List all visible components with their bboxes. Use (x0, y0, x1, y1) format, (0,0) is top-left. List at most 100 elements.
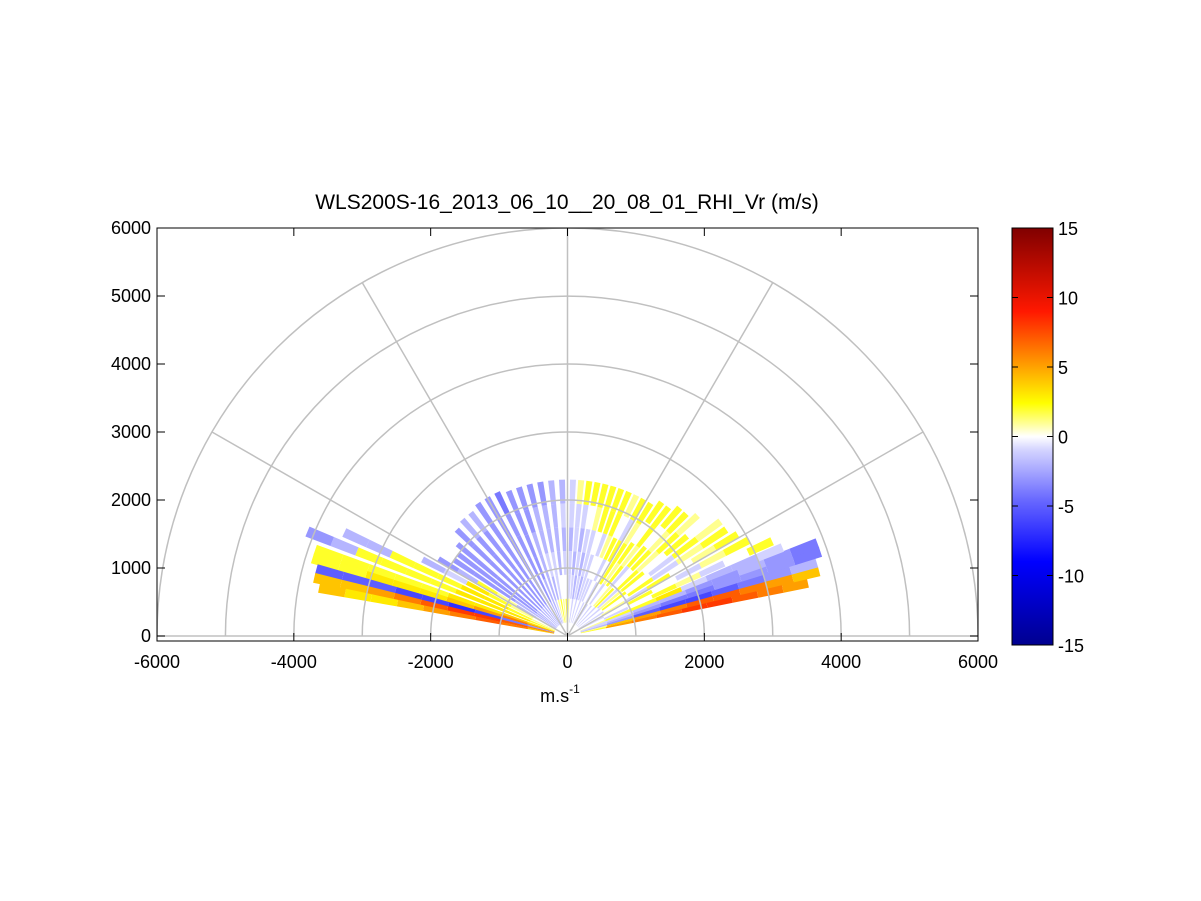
sector-47-cell-1 (500, 612, 529, 624)
sector-10-cell-0 (578, 609, 603, 628)
sector-1-cell-5 (712, 588, 741, 602)
sector-33-cell-4 (515, 512, 529, 536)
sector-29-cell-4 (551, 503, 559, 528)
sector-36-cell-1 (531, 583, 547, 605)
sector-4-cell-5 (711, 569, 740, 586)
sector-23-cell-3 (586, 529, 596, 554)
colorbar-ticks (1012, 227, 1053, 646)
sector-46-cell-5 (405, 568, 433, 584)
sector-31-cell-3 (539, 529, 549, 554)
sector-13-cell-0 (576, 606, 596, 627)
sector-51-cell-8 (318, 583, 346, 598)
sector-48-cell-7 (337, 562, 368, 579)
sector-19-cell-5 (623, 494, 640, 518)
sector-11-cell-0 (577, 608, 601, 628)
sector-16-cell-4 (631, 521, 650, 545)
sector-34-cell-5 (494, 491, 511, 516)
sector-45-cell-8 (342, 528, 370, 548)
sector-46-cell-9 (305, 526, 334, 546)
y-tick-label-5000: 5000 (111, 286, 151, 306)
sector-2-cell-5 (711, 582, 739, 597)
sector-33-cell-1 (543, 578, 555, 602)
sector-19-cell-3 (603, 537, 618, 561)
sector-46-cell-6 (380, 557, 408, 575)
sector-29-cell-1 (559, 575, 565, 599)
y-tick-label-1000: 1000 (111, 558, 151, 578)
colorbar-tick-label-10: 10 (1058, 289, 1078, 309)
sector-32-cell-4 (523, 509, 536, 534)
sector-30-cell-4 (541, 505, 551, 530)
axis-ticks (156, 227, 979, 641)
sector-30-cell-2 (551, 552, 558, 576)
sector-0-cell-7 (756, 584, 784, 598)
sector-40-cell-4 (455, 542, 479, 563)
sector-36-cell-5 (475, 501, 494, 526)
sector-17-cell-3 (611, 542, 628, 565)
sector-26-cell-3 (573, 527, 580, 552)
sector-44-cell-2 (488, 593, 512, 608)
sector-8-cell-2 (623, 587, 648, 604)
sector-50-cell-5 (393, 592, 422, 606)
sector-1-cell-1 (607, 617, 635, 627)
colorbar-tick-labels: 15 10 5 0 -5 -10 -15 (1058, 219, 1084, 656)
sector-6-cell-0 (579, 618, 605, 631)
sector-43-cell-3 (476, 580, 498, 596)
sector-6-cell-4 (675, 572, 702, 588)
elevation-spoke-120 (361, 282, 569, 637)
sector-32-cell-0 (555, 600, 564, 624)
sector-18-cell-5 (629, 497, 647, 522)
sector-12-cell-0 (577, 607, 599, 627)
sector-24-cell-4 (586, 505, 596, 530)
sector-16-cell-3 (617, 541, 635, 565)
sector-14-cell-5 (660, 505, 683, 530)
sector-3-cell-5 (712, 575, 742, 591)
sector-11-cell-5 (685, 515, 712, 539)
sector-2-cell-1 (606, 615, 634, 626)
sector-39-cell-4 (471, 544, 492, 564)
sector-4-cell-4 (684, 579, 714, 595)
sector-34-cell-1 (538, 579, 552, 603)
sector-28-cell-4 (560, 503, 566, 528)
sector-21-cell-1 (579, 578, 590, 602)
x-axis-label: m.s-1 (540, 682, 580, 706)
sector-50-cell-0 (527, 626, 555, 634)
sector-42-cell-1 (514, 600, 537, 616)
sector-31-cell-4 (532, 506, 544, 531)
sector-47-cell-8 (313, 544, 344, 564)
sector-9-cell-5 (700, 526, 729, 549)
sector-6-cell-7 (746, 537, 774, 556)
sector-48-cell-3 (446, 597, 475, 610)
sector-25-cell-4 (580, 504, 589, 529)
y-tick-label-4000: 4000 (111, 354, 151, 374)
sector-44-cell-5 (421, 556, 446, 574)
sector-23-cell-2 (581, 553, 590, 577)
sector-3-cell-2 (633, 603, 662, 616)
sector-45-cell-5 (413, 562, 440, 579)
sector-15-cell-0 (575, 605, 592, 626)
sector-17-cell-1 (586, 583, 602, 605)
sector-20-cell-0 (572, 601, 583, 624)
sector-36-cell-0 (545, 604, 561, 625)
sector-19-cell-1 (583, 580, 596, 603)
sector-47-cell-7 (340, 554, 370, 572)
sector-48-cell-1 (500, 614, 528, 625)
sector-4-cell-3 (658, 589, 687, 604)
sector-20-cell-2 (590, 557, 603, 581)
sector-12-cell-1 (597, 588, 619, 609)
sector-11-cell-1 (599, 589, 623, 610)
sector-6-cell-2 (627, 595, 653, 610)
sector-46-cell-0 (529, 620, 555, 632)
sector-8-cell-6 (713, 531, 740, 551)
sector-41-cell-0 (536, 612, 557, 628)
sector-17-cell-5 (636, 501, 654, 525)
colorbar-tick-label-5: 5 (1058, 358, 1068, 378)
sector-24-cell-5 (590, 481, 601, 507)
x-axis-label-base: m.s (540, 686, 569, 706)
sector-23-cell-4 (591, 506, 603, 531)
sector-49-cell-3 (448, 602, 476, 614)
elevation-spoke-60 (566, 282, 774, 637)
sector-43-cell-5 (437, 556, 460, 573)
sector-14-cell-3 (626, 545, 647, 568)
x-tick-label--6000: -6000 (134, 652, 180, 672)
sector-3-cell-1 (606, 612, 635, 624)
